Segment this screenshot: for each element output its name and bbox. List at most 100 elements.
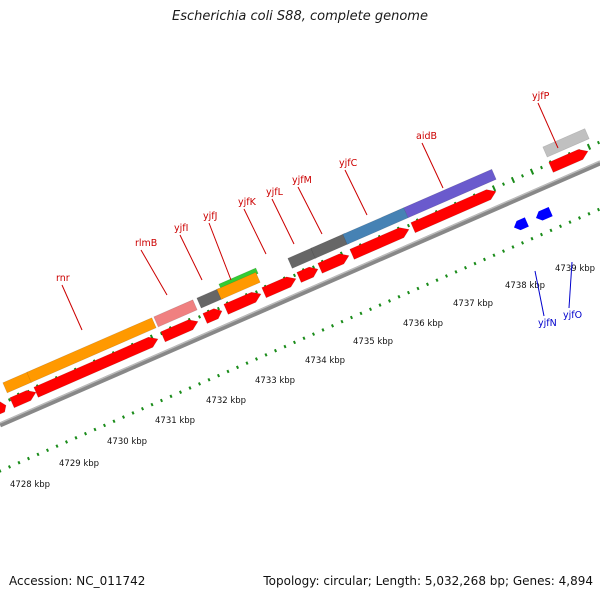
gene-bar-6-shape[interactable]	[216, 271, 261, 300]
cds-forward-9-shape[interactable]	[317, 251, 351, 274]
gene-bar-4[interactable]	[196, 288, 224, 309]
ruler-dot-lower	[454, 270, 458, 274]
map-title: Escherichia coli S88, complete genome	[172, 9, 428, 24]
cds-forward-4-shape[interactable]	[160, 316, 200, 343]
cds-forward-10[interactable]	[349, 224, 411, 260]
ruler-dot-lower	[577, 216, 582, 220]
gene-bar-2[interactable]	[26, 317, 157, 383]
cds-reverse-1[interactable]	[512, 217, 529, 232]
ruler-dot-lower	[416, 286, 420, 291]
ruler-dot-lower	[0, 469, 2, 473]
ruler-dot-lower	[226, 369, 230, 374]
cds-forward-12-shape[interactable]	[548, 146, 590, 173]
gene-bar-3-shape[interactable]	[153, 299, 198, 328]
ruler-dot-lower	[425, 282, 430, 287]
cds-forward-8[interactable]	[296, 264, 320, 283]
ruler-dot-lower	[112, 419, 116, 423]
cds-forward-11-shape[interactable]	[410, 186, 498, 234]
ruler-dot-lower	[93, 427, 97, 432]
gene-bar-10-shape[interactable]	[403, 168, 497, 219]
ruler-dot-lower	[558, 224, 563, 229]
cds-forward-5[interactable]	[202, 306, 224, 324]
ruler-dot-lower	[83, 431, 88, 436]
gene-bar-11[interactable]	[542, 128, 590, 158]
gene-label-yjfN[interactable]: yjfN	[538, 318, 557, 329]
gene-labels: rnr rlmB yjfI yjfJ yjfK yjfL yjfM yjfC aidB yjfN y…	[56, 91, 582, 331]
gene-bar-3[interactable]	[153, 299, 198, 328]
ruler-dot-lower	[444, 274, 449, 278]
cds-forward-1-shape[interactable]	[0, 400, 8, 416]
gene-bar-2-shape[interactable]	[26, 317, 157, 383]
ruler-dot-lower	[587, 212, 591, 216]
gene-bar-9-shape[interactable]	[342, 207, 409, 245]
ruler-dot-lower	[492, 253, 496, 258]
ruler-dot-upper	[491, 185, 497, 192]
gene-bar-6[interactable]	[216, 271, 261, 300]
ruler-dot-lower	[264, 353, 268, 357]
ruler-dot-lower	[74, 436, 78, 440]
gene-bar-11-shape[interactable]	[542, 128, 590, 158]
cds-forward-4[interactable]	[160, 316, 200, 343]
gene-bar-4-shape[interactable]	[196, 288, 224, 309]
cds-forward-9[interactable]	[317, 251, 351, 274]
cds-forward-8-shape[interactable]	[296, 264, 320, 283]
cds-forward-11[interactable]	[410, 186, 498, 234]
cds-forward-1[interactable]	[0, 400, 8, 416]
ruler-dot-upper	[197, 315, 202, 319]
gene-label-aidB[interactable]: aidB	[416, 131, 437, 142]
gene-bar-7[interactable]	[287, 247, 317, 269]
tick-label: 4734 kbp	[305, 356, 345, 366]
cds-forward-2-shape[interactable]	[9, 387, 38, 409]
leader-line	[179, 234, 203, 281]
cds-reverse-2[interactable]	[534, 206, 553, 223]
tick-label: 4737 kbp	[453, 299, 493, 309]
gene-label-yjfK[interactable]: yjfK	[238, 197, 257, 208]
ruler-dot-lower	[283, 344, 287, 349]
cds-forward-7-shape[interactable]	[261, 274, 298, 299]
ruler-dot-lower	[378, 303, 382, 307]
ruler-dot-lower	[501, 249, 506, 253]
accession-text: Accession: NC_011742	[9, 574, 146, 588]
cds-reverse-shape[interactable]	[534, 206, 553, 223]
cds-forward-5-shape[interactable]	[202, 306, 224, 324]
ruler-dot-lower	[131, 411, 135, 415]
ruler-dot-lower	[197, 382, 202, 386]
ruler-dot-lower	[245, 361, 249, 365]
tick-label: 4729 kbp	[59, 459, 99, 469]
ruler-dot-lower	[520, 241, 525, 245]
cds-reverse-shape[interactable]	[512, 217, 529, 232]
cds-forward-10-shape[interactable]	[349, 224, 411, 260]
gene-label-yjfJ[interactable]: yjfJ	[203, 211, 217, 222]
gene-label-yjfP[interactable]: yjfP	[532, 91, 550, 102]
ruler-dot-upper	[7, 398, 12, 402]
ruler-dot-lower	[482, 257, 487, 262]
ruler-dot-lower	[273, 348, 278, 353]
ruler-dot-lower	[121, 415, 126, 419]
ruler-dot-upper	[311, 265, 316, 269]
gene-bar-9[interactable]	[342, 207, 409, 245]
gene-label-yjfC[interactable]: yjfC	[339, 158, 358, 169]
gene-bar-7-shape[interactable]	[287, 247, 317, 269]
ruler-dot-upper	[216, 306, 221, 311]
cds-forward-7[interactable]	[261, 274, 298, 299]
gene-bar-10[interactable]	[403, 168, 497, 219]
cds-forward-12[interactable]	[548, 146, 590, 173]
gene-label-rnr[interactable]: rnr	[56, 273, 70, 284]
ruler-dot-lower	[150, 402, 154, 407]
cds-forward-2[interactable]	[9, 387, 38, 409]
ruler-dot-upper	[501, 182, 506, 186]
cds-forward-6[interactable]	[223, 289, 263, 315]
gene-label-yjfL[interactable]: yjfL	[266, 187, 284, 198]
gene-label-yjfM[interactable]: yjfM	[292, 175, 312, 186]
cds-forward-3-shape[interactable]	[33, 334, 160, 398]
cds-forward-3[interactable]	[33, 334, 160, 398]
gene-bar-1-shape[interactable]	[2, 371, 33, 394]
gene-label-rlmB[interactable]: rlmB	[135, 238, 157, 249]
gene-bar-1[interactable]	[2, 371, 33, 394]
gene-label-yjfI[interactable]: yjfI	[174, 223, 188, 234]
leader-line	[421, 142, 444, 189]
gene-label-yjfO[interactable]: yjfO	[563, 310, 582, 321]
ruler-dot-lower	[102, 423, 107, 428]
cds-forward-6-shape[interactable]	[223, 289, 263, 315]
